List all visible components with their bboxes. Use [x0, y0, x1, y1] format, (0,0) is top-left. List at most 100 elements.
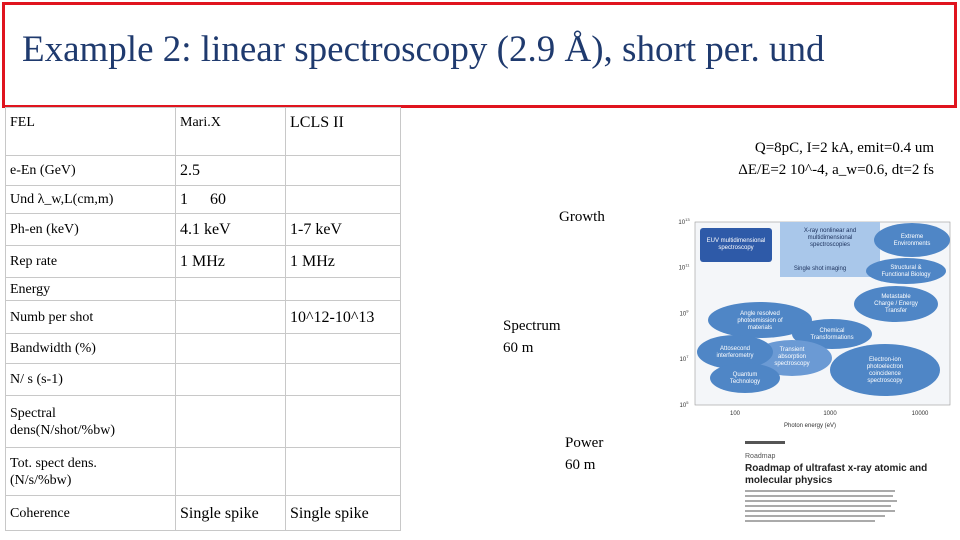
- region-label: spectroscopies: [810, 242, 850, 248]
- cell-line: (N/s/%bw): [10, 472, 72, 488]
- region-label: Environments: [894, 241, 931, 247]
- region: [697, 335, 773, 369]
- plot-frame: [694, 221, 951, 406]
- params-line: ΔE/E=2 10^-4, a_w=0.6, dt=2 fs: [738, 162, 934, 178]
- journal-mark: [745, 441, 785, 444]
- spectrum-label: 60 m: [503, 340, 534, 356]
- cell: Energy: [5, 277, 176, 301]
- cell: Tot. spect dens. (N/s/%bw): [5, 447, 176, 496]
- title-frame: [2, 2, 957, 108]
- y-tick-base: 10: [678, 220, 685, 226]
- cell: Und λ_w,L(cm,m): [5, 185, 176, 214]
- region-label: Attosecond: [720, 346, 750, 352]
- y-tick-label: 107: [680, 354, 690, 363]
- parameter-table: FEL Mari.X LCLS II e-En (GeV) 2.5 Und λ_w,L…: [5, 107, 401, 531]
- region-label: Electron-ion: [869, 357, 901, 363]
- cell-part: 60: [210, 191, 226, 208]
- cell: 1-7 keV: [285, 213, 401, 246]
- growth-label: Growth: [559, 209, 605, 225]
- paper-title: molecular physics: [745, 475, 833, 486]
- y-tick-label: 1013: [678, 217, 690, 226]
- region: [866, 258, 946, 284]
- region: [854, 286, 938, 322]
- cell: [285, 277, 401, 301]
- region: [708, 302, 812, 338]
- paper-kind: Roadmap: [745, 453, 775, 460]
- cell: 4.1 keV: [175, 213, 286, 246]
- x-axis-label: Photon energy (eV): [784, 423, 836, 429]
- region-label: spectroscopy: [774, 361, 809, 367]
- y-tick-base: 10: [680, 357, 687, 363]
- params-line: Q=8pC, I=2 kA, emit=0.4 um: [754, 140, 934, 156]
- paper-thumb: [740, 438, 907, 526]
- cell: [285, 447, 401, 496]
- cell: [285, 155, 401, 186]
- cell: Bandwidth (%): [5, 333, 176, 364]
- paper-title: Roadmap of ultrafast x-ray atomic and: [745, 463, 927, 474]
- region-label: Single shot imaging: [794, 266, 846, 272]
- region-label: Chemical: [819, 328, 844, 334]
- y-tick-label: 105: [680, 400, 690, 409]
- region-label: Transformations: [810, 335, 853, 341]
- region-label: EUV multidimensional: [707, 238, 766, 244]
- region-label: materials: [748, 325, 772, 331]
- region-label: X-ray nonlinear and: [804, 228, 856, 234]
- cell: [285, 395, 401, 448]
- region-label: photoelectron: [867, 364, 903, 370]
- region-label: Quantum: [733, 372, 758, 378]
- region: [792, 319, 872, 349]
- region-label: Transfer: [885, 308, 907, 314]
- cell: Mari.X: [175, 107, 286, 156]
- cell: [285, 185, 401, 214]
- region: [752, 340, 832, 376]
- region: [830, 344, 940, 396]
- region-label: Transient: [780, 347, 805, 353]
- cell: 1 MHz: [285, 245, 401, 278]
- region-label: multidimensional: [808, 235, 853, 241]
- y-tick-label: 109: [680, 308, 690, 317]
- cell: Rep rate: [5, 245, 176, 278]
- y-tick-base: 10: [680, 311, 687, 317]
- spectrum-label: Spectrum: [503, 318, 561, 334]
- power-label: 60 m: [565, 457, 596, 473]
- y-tick-base: 10: [680, 403, 687, 409]
- cell: Single spike: [175, 495, 286, 531]
- y-tick-exp: 13: [685, 217, 690, 222]
- author-lines: [745, 490, 897, 522]
- region: [874, 223, 950, 257]
- cell: FEL: [5, 107, 176, 156]
- y-tick-base: 10: [679, 266, 686, 272]
- slide-title: Example 2: linear spectroscopy (2.9 Å), …: [22, 29, 825, 70]
- region-label: Technology: [730, 379, 760, 385]
- cell: [175, 333, 286, 364]
- y-tick-exp: 7: [686, 354, 689, 359]
- cell: Ph-en (keV): [5, 213, 176, 246]
- cell-line: dens(N/shot/%bw): [10, 422, 115, 438]
- cell: [175, 300, 286, 334]
- y-tick-exp: 11: [685, 263, 690, 268]
- cell: [175, 277, 286, 301]
- cell: Spectral dens(N/shot/%bw): [5, 395, 176, 448]
- region-label: Charge / Energy: [874, 301, 918, 307]
- cell: 2.5: [175, 155, 286, 186]
- cell-line: Tot. spect dens.: [10, 455, 97, 471]
- y-tick-exp: 9: [686, 308, 689, 313]
- cell: Coherence: [5, 495, 176, 531]
- cell: e-En (GeV): [5, 155, 176, 186]
- cell: LCLS II: [285, 107, 401, 156]
- cell-line: Spectral: [10, 405, 56, 421]
- region-label: spectroscopy: [867, 378, 902, 384]
- region-label: Angle resolved: [740, 311, 780, 317]
- region: [700, 228, 772, 262]
- region-label: Structural &: [890, 265, 921, 271]
- cell: [175, 395, 286, 448]
- region-label: coincidence: [869, 371, 901, 377]
- region-label: photoemission of: [737, 318, 783, 324]
- cell: [285, 333, 401, 364]
- region-label: spectroscopy: [718, 245, 753, 251]
- cell: N/ s (s-1): [5, 363, 176, 396]
- x-tick-label: 10000: [912, 411, 929, 417]
- x-tick-label: 1000: [823, 411, 837, 417]
- cell: 1 60: [175, 185, 286, 214]
